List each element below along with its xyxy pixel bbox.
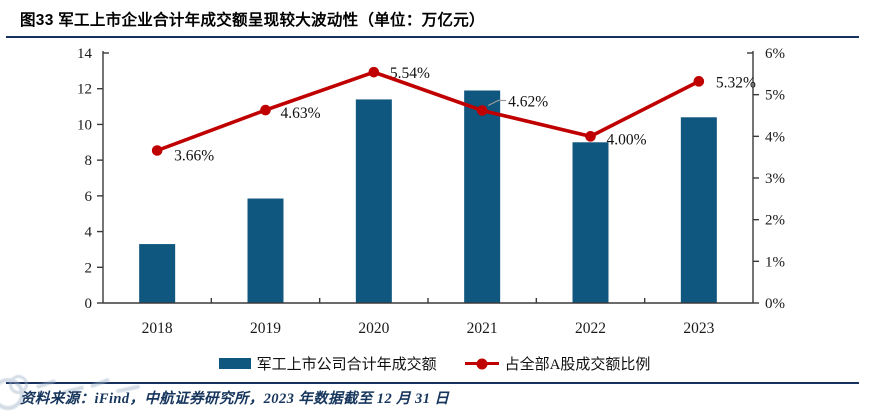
point-label-2020: 5.54%: [390, 65, 430, 82]
axes: [97, 51, 759, 304]
point-label-2021: 4.62%: [508, 94, 548, 111]
line-point-2022: [585, 131, 596, 142]
bar-2022: [572, 142, 609, 303]
bar-series: [139, 90, 717, 304]
bar-2020: [355, 99, 392, 303]
right-axis-tick-label: 0%: [765, 296, 785, 312]
bar-series-label: 军工上市公司合计年成交额: [256, 357, 437, 373]
label-leader-line: [487, 99, 507, 107]
line-point-2019: [260, 104, 271, 116]
line-series-swatch: [464, 358, 499, 369]
left-axis-tick-label: 14: [77, 46, 93, 62]
right-axis-tick-label: 2%: [765, 213, 785, 229]
right-axis-tick-label: 5%: [765, 88, 785, 104]
point-label-2019: 4.63%: [281, 105, 321, 122]
bar-2018: [139, 244, 176, 303]
left-axis-tick-label: 0: [85, 296, 93, 312]
source-note: 资料来源：iFind，中航证券研究所，2023 年数据截至 12 月 31 日: [20, 391, 450, 407]
line-point-2023: [693, 76, 705, 87]
axis-tick-labels: 0 2 4 6 8 10 12 14 0% 1% 2% 3% 4% 5% 6% 2018 2019 2020 202…: [77, 46, 785, 337]
right-axis-tick-label: 1%: [765, 254, 785, 270]
point-label-2022: 4.00%: [607, 131, 647, 148]
x-axis-category-label: 2020: [358, 320, 389, 337]
left-axis-tick-label: 10: [77, 117, 92, 133]
left-axis-tick-label: 8: [85, 153, 93, 169]
line-point-2018: [151, 145, 163, 156]
left-axis-tick-label: 6: [85, 189, 93, 205]
line-point-2020: [368, 66, 380, 78]
figure-title: 图33 军工上市企业合计年成交额呈现较大波动性（单位：万亿元）: [20, 12, 485, 29]
ratio-line: [155, 70, 701, 153]
title-divider-rule: [6, 36, 859, 38]
right-axis-tick-label: 6%: [765, 46, 785, 62]
bar-2019: [247, 198, 284, 303]
left-axis-tick-label: 2: [85, 260, 93, 276]
bar-series-swatch: [218, 358, 251, 369]
x-axis-category-label: 2021: [467, 320, 498, 337]
x-axis-category-label: 2022: [575, 320, 606, 337]
bar-2023: [680, 117, 717, 304]
left-axis-tick-label: 4: [85, 225, 93, 241]
x-axis-category-label: 2019: [250, 320, 281, 337]
chart-legend: 军工上市公司合计年成交额 占全部A股成交额比例: [0, 353, 869, 374]
x-axis-category-label: 2018: [142, 320, 173, 337]
left-axis-tick-label: 12: [77, 82, 92, 98]
x-axis-category-label: 2023: [683, 320, 714, 337]
point-label-2018: 3.66%: [174, 148, 214, 165]
right-axis-tick-label: 3%: [765, 171, 785, 187]
point-label-2023: 5.32%: [716, 74, 756, 91]
legend-item-bar-series: 军工上市公司合计年成交额: [218, 353, 437, 374]
bar-2021: [464, 90, 501, 303]
line-point-2021: [476, 105, 488, 116]
right-axis-tick-label: 4%: [765, 129, 785, 145]
line-series-marker-dot: [476, 358, 488, 369]
legend-item-line-series: 占全部A股成交额比例: [464, 353, 651, 374]
line-series-label: 占全部A股成交额比例: [504, 357, 651, 373]
footer-divider-rule: [6, 382, 859, 384]
